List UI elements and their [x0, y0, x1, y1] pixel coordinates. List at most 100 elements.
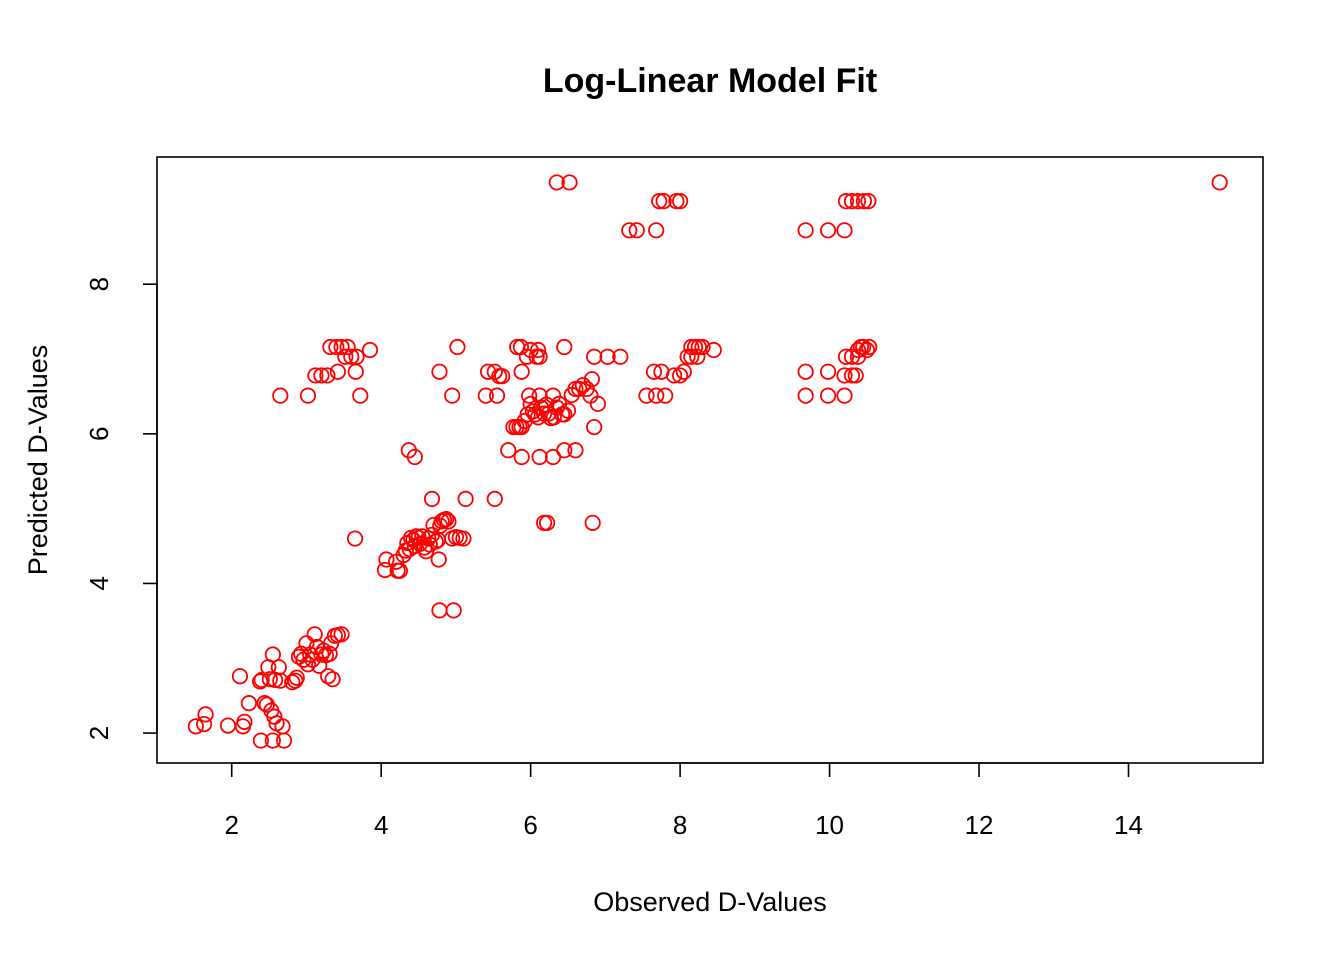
data-point	[346, 530, 364, 547]
x-tick-label: 10	[815, 810, 844, 840]
data-point	[438, 511, 455, 528]
data-point	[348, 348, 365, 365]
data-point	[240, 695, 258, 712]
data-point	[307, 367, 324, 384]
data-point	[272, 387, 289, 404]
x-axis: 2 4 6 8 10 12 14	[224, 762, 1143, 840]
data-point	[337, 348, 354, 365]
x-tick-label: 14	[1114, 810, 1143, 840]
data-point	[705, 341, 722, 359]
data-points	[187, 174, 1228, 749]
data-point	[858, 341, 876, 359]
x-tick-label: 8	[673, 810, 687, 840]
data-point	[819, 387, 837, 404]
data-point	[187, 718, 204, 735]
data-point	[612, 348, 629, 365]
data-point	[513, 363, 530, 380]
data-point	[321, 645, 338, 662]
data-point	[666, 367, 683, 384]
data-point	[797, 387, 814, 404]
chart-title: Log-Linear Model Fit	[543, 62, 877, 100]
data-point	[479, 363, 497, 380]
data-point	[651, 193, 668, 210]
y-axis: 2 4 6 8	[84, 277, 158, 740]
data-point	[361, 341, 379, 359]
data-point	[586, 348, 603, 365]
data-point	[195, 715, 213, 733]
data-point	[837, 193, 855, 210]
data-point	[339, 338, 356, 356]
data-point	[837, 348, 855, 365]
data-point	[694, 338, 711, 356]
data-point	[264, 646, 281, 663]
data-point	[545, 409, 562, 426]
data-point	[655, 193, 672, 210]
data-point	[797, 222, 814, 239]
data-point	[683, 338, 700, 356]
data-point	[621, 222, 638, 239]
data-point	[559, 402, 577, 419]
data-point	[420, 530, 437, 547]
data-point	[288, 669, 305, 686]
data-point	[556, 406, 573, 423]
data-point	[530, 341, 547, 359]
data-point	[819, 363, 837, 380]
data-point	[427, 533, 444, 550]
data-point	[264, 732, 281, 749]
data-point	[352, 387, 369, 404]
data-point	[299, 387, 317, 404]
data-point	[556, 338, 573, 356]
data-point	[586, 418, 603, 436]
data-point	[343, 348, 360, 365]
data-point	[599, 348, 616, 365]
data-point	[686, 338, 704, 356]
data-point	[648, 222, 665, 239]
data-point	[322, 338, 339, 356]
data-point	[849, 193, 867, 210]
data-point	[836, 222, 853, 239]
data-point	[266, 708, 283, 725]
data-point	[645, 363, 663, 380]
data-point	[261, 671, 278, 688]
data-point	[561, 174, 578, 191]
data-point	[855, 338, 872, 356]
x-tick-label: 4	[374, 810, 388, 840]
data-point	[524, 403, 541, 420]
data-point	[855, 193, 873, 210]
data-point	[333, 338, 350, 356]
x-tick-label: 2	[224, 810, 238, 840]
data-point	[574, 377, 592, 394]
data-point	[836, 387, 853, 404]
data-point	[477, 387, 494, 404]
data-point	[583, 371, 601, 388]
data-point	[531, 387, 548, 404]
data-point	[406, 448, 423, 466]
y-tick-label: 8	[84, 277, 114, 291]
data-point	[320, 668, 337, 685]
y-tick-label: 6	[84, 427, 114, 441]
data-point	[556, 442, 573, 459]
data-point	[675, 363, 692, 380]
data-point	[861, 338, 878, 356]
data-point	[668, 193, 685, 210]
data-point	[512, 338, 530, 356]
data-point	[378, 551, 395, 568]
data-point	[544, 387, 562, 404]
data-point	[313, 367, 330, 384]
data-point	[449, 338, 466, 356]
data-point	[494, 368, 511, 385]
data-point	[522, 395, 539, 412]
data-point	[657, 387, 674, 404]
data-point	[836, 367, 853, 384]
data-point	[500, 442, 517, 459]
data-point	[567, 442, 584, 459]
data-point	[548, 174, 565, 191]
data-point	[522, 341, 539, 359]
data-point	[584, 514, 601, 531]
x-axis-label: Observed D-Values	[593, 887, 827, 917]
data-point	[197, 706, 214, 723]
data-point	[319, 367, 336, 384]
data-point	[252, 732, 269, 749]
